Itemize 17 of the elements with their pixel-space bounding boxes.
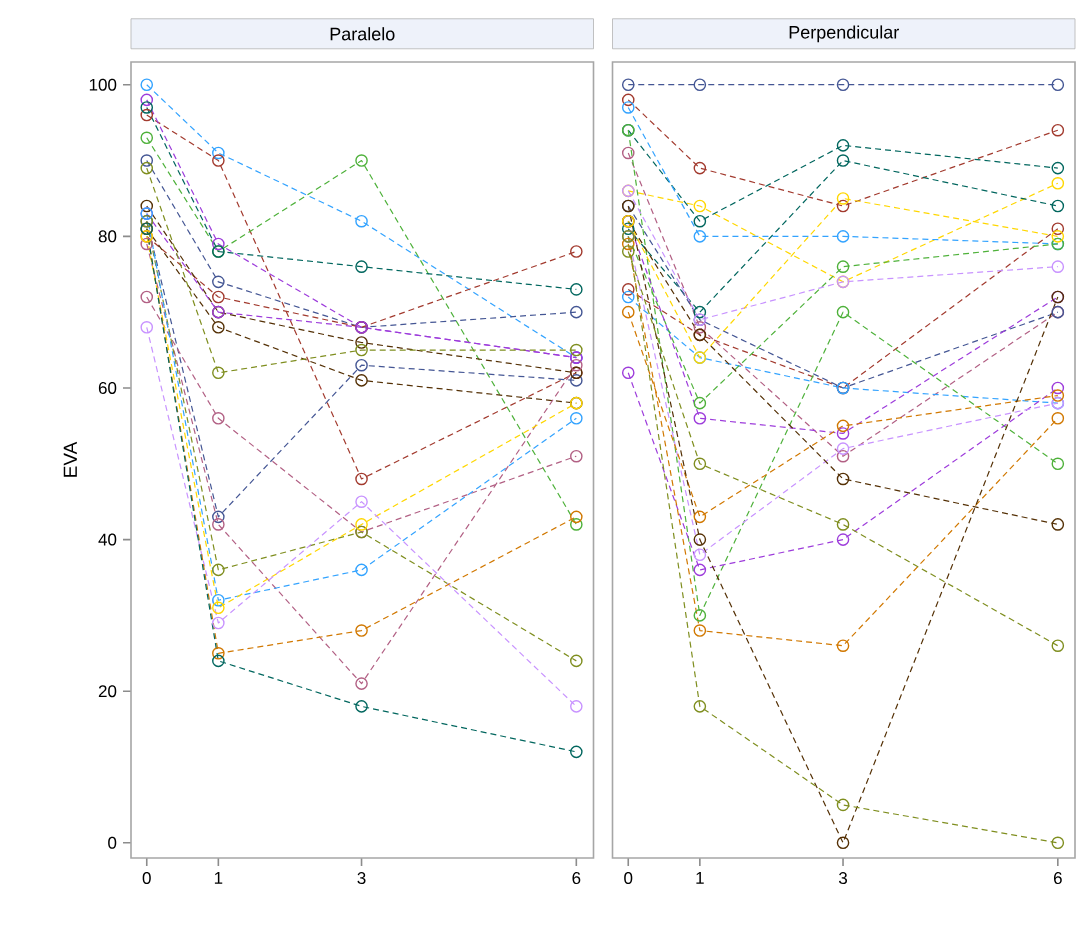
y-tick-label: 0 — [108, 836, 117, 849]
x-tick-label: 6 — [572, 872, 581, 885]
y-tick-label: 40 — [98, 533, 117, 546]
y-tick-label: 60 — [98, 381, 117, 394]
x-tick-label: 1 — [696, 872, 704, 884]
x-tick-label: 6 — [1053, 872, 1062, 885]
y-tick-label: 100 — [89, 78, 117, 91]
y-tick-label: 20 — [98, 685, 117, 698]
y-axis-title: EVA — [63, 441, 77, 477]
x-tick-label: 3 — [838, 872, 848, 885]
x-tick-label: 0 — [142, 872, 151, 885]
y-tick-label: 80 — [98, 230, 117, 243]
x-tick-label: 0 — [624, 872, 633, 885]
chart-title: Paralelo — [330, 27, 395, 41]
x-tick-label: 1 — [214, 872, 223, 884]
chart-title: Perpendicular — [789, 25, 899, 43]
x-tick-label: 3 — [357, 872, 366, 885]
